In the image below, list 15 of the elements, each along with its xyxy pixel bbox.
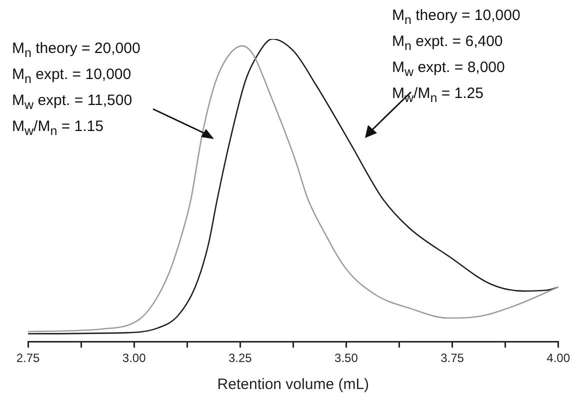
x-axis-title: Retention volume (mL): [217, 376, 370, 394]
x-tick-label: 2.75: [16, 351, 40, 366]
text: M$_{n}$ theory = 10,000: [392, 6, 520, 29]
x-tick-label: 3.00: [122, 351, 146, 366]
annotation: M$_{n}$ theory = 20,000: [12, 39, 140, 62]
annotation: M$_{n}$ expt. = 6,400: [392, 32, 504, 55]
annotation: M$_{w}$/M$_{n}$ = 1.25: [392, 84, 484, 107]
annotation: M$_{w}$/M$_{n}$ = 1.15: [12, 117, 104, 140]
annotation: M$_{n}$ expt. = 10,000: [12, 65, 132, 88]
x-tick-label: 4.00: [546, 351, 570, 366]
annotation: M$_{w}$ expt. = 11,500: [12, 91, 134, 114]
x-tick-label: 3.75: [440, 351, 464, 366]
annotation: M$_{w}$ expt. = 8,000: [392, 58, 506, 81]
x-tick-label: 3.50: [334, 351, 358, 366]
x-tick-label: 3.25: [228, 351, 252, 366]
